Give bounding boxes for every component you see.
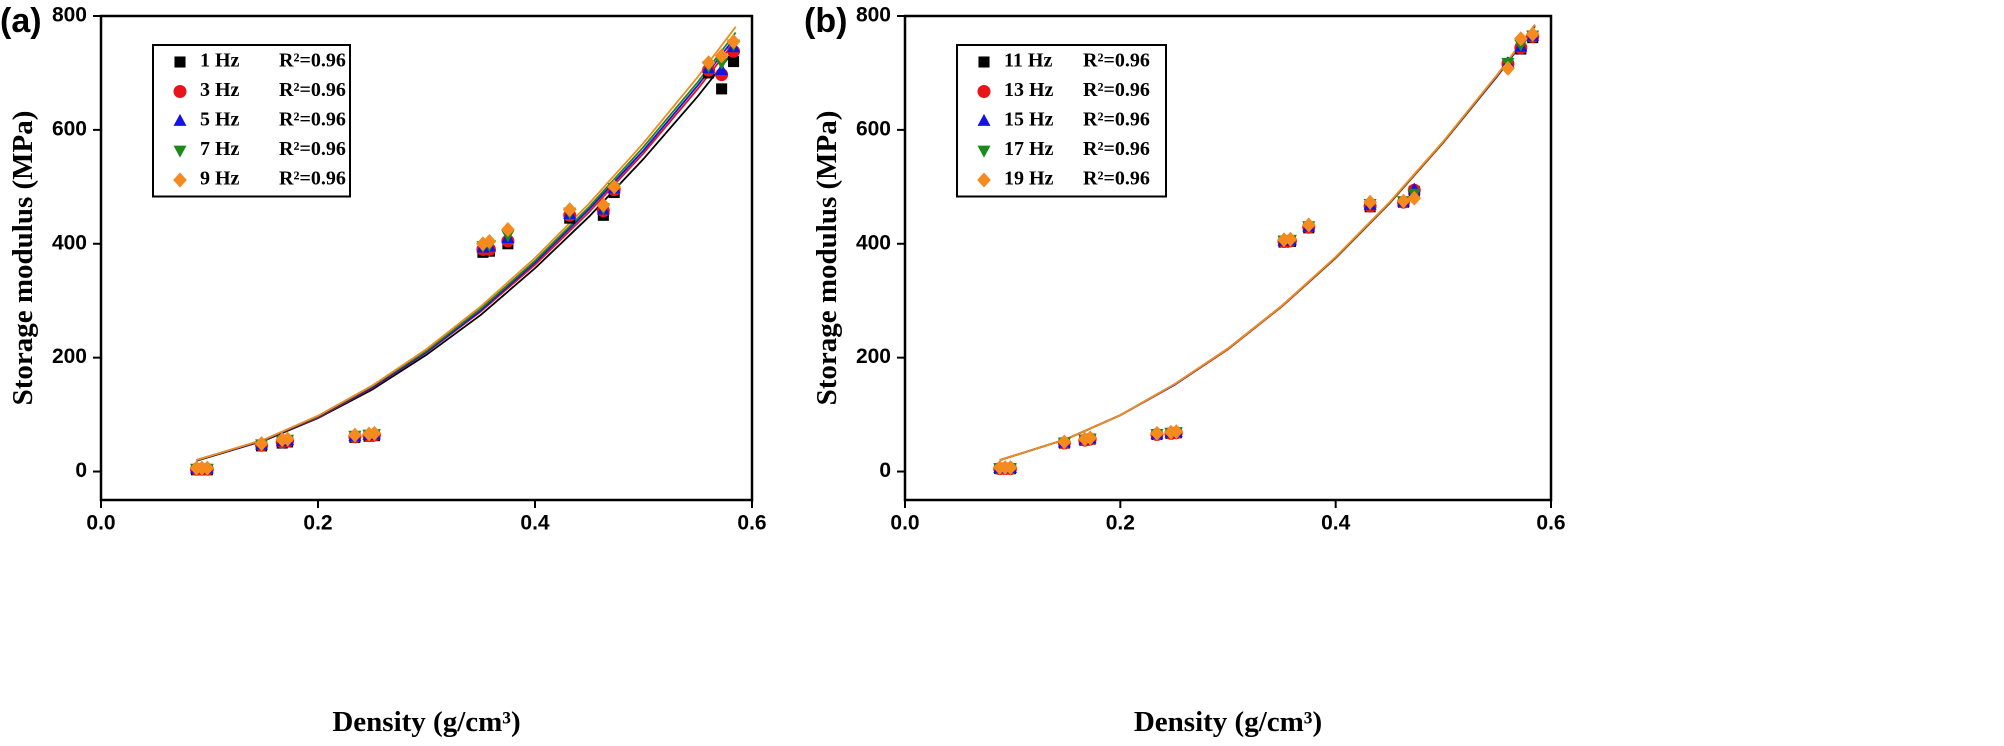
x-tick-label: 0.0 xyxy=(86,512,115,535)
legend-marker xyxy=(977,85,991,98)
x-tick-label: 0.4 xyxy=(520,512,550,535)
marker xyxy=(562,202,577,218)
legend-box xyxy=(956,44,1167,198)
marker xyxy=(254,436,269,452)
y-axis-title: Storage modulus (MPa) xyxy=(7,111,39,406)
marker xyxy=(1083,430,1098,446)
y-tick-label: 200 xyxy=(856,345,891,368)
x-axis-title: Density (g/cm³) xyxy=(1134,706,1322,738)
legend-box xyxy=(152,44,351,198)
marker xyxy=(1150,425,1164,441)
legend-label: 7 Hz xyxy=(200,138,240,160)
marker xyxy=(348,427,362,443)
panel-label: (a) xyxy=(0,2,42,40)
y-tick-label: 400 xyxy=(52,231,87,254)
legend-fit-label: R²=0.96 xyxy=(279,79,346,101)
x-tick-label: 0.6 xyxy=(737,512,766,535)
legend-label: 5 Hz xyxy=(200,109,240,131)
y-tick-label: 0 xyxy=(879,459,891,482)
marker xyxy=(1301,217,1316,233)
marker xyxy=(1525,26,1540,42)
legend-marker xyxy=(978,56,990,68)
plot-frame xyxy=(99,14,754,502)
y-tick-label: 600 xyxy=(52,117,87,140)
x-tick-label: 0.2 xyxy=(1106,512,1135,535)
legend-label: 19 Hz xyxy=(1004,168,1054,190)
marker xyxy=(715,57,729,70)
marker xyxy=(501,222,515,238)
marker xyxy=(714,48,729,64)
marker xyxy=(200,460,215,476)
fit-line xyxy=(196,26,737,462)
marker xyxy=(1407,190,1422,206)
marker xyxy=(482,234,497,249)
y-tick-label: 800 xyxy=(856,4,891,27)
y-tick-label: 600 xyxy=(856,117,891,140)
marker xyxy=(280,431,295,447)
legend-fit-label: R²=0.96 xyxy=(1083,109,1150,131)
y-tick-label: 400 xyxy=(856,231,891,254)
y-tick-label: 800 xyxy=(52,4,87,27)
x-tick-label: 0.6 xyxy=(1536,512,1565,535)
x-axis-title: Density (g/cm³) xyxy=(332,706,520,738)
marker xyxy=(1283,231,1298,247)
x-tick-label: 0.4 xyxy=(1321,512,1351,535)
y-tick-label: 0 xyxy=(75,459,87,482)
legend-fit-label: R²=0.96 xyxy=(1083,79,1150,101)
plot-frame xyxy=(903,14,1553,502)
marker xyxy=(726,34,741,50)
x-tick-label: 0.0 xyxy=(890,512,919,535)
marker xyxy=(1396,193,1411,209)
marker xyxy=(367,425,382,441)
legend-marker xyxy=(977,172,991,188)
x-tick-label: 0.2 xyxy=(303,512,332,535)
marker xyxy=(1003,460,1018,476)
marker xyxy=(1514,31,1528,47)
y-axis-title: Storage modulus (MPa) xyxy=(811,111,843,406)
y-tick-label: 200 xyxy=(52,345,87,368)
legend-fit-label: R²=0.96 xyxy=(279,168,346,190)
legend-label: 3 Hz xyxy=(200,79,240,101)
marker xyxy=(1363,194,1377,210)
legend-marker xyxy=(173,145,187,158)
marker xyxy=(1501,60,1515,76)
legend-marker xyxy=(173,85,187,98)
legend-fit-label: R²=0.96 xyxy=(279,109,346,131)
legend-marker xyxy=(173,172,187,188)
legend-fit-label: R²=0.96 xyxy=(1083,50,1150,72)
legend-label: 11 Hz xyxy=(1004,50,1052,72)
panel-label: (b) xyxy=(804,2,847,40)
legend-fit-label: R²=0.96 xyxy=(1083,138,1150,160)
marker xyxy=(596,197,611,213)
marker xyxy=(1169,424,1184,440)
legend-label: 9 Hz xyxy=(200,168,240,190)
legend-label: 13 Hz xyxy=(1004,79,1054,101)
legend-marker xyxy=(977,113,991,126)
marker xyxy=(701,55,716,71)
fit-line xyxy=(999,24,1536,461)
marker xyxy=(716,83,728,95)
marker xyxy=(728,56,740,68)
legend-label: 15 Hz xyxy=(1004,109,1054,131)
legend-marker xyxy=(977,145,991,158)
legend-fit-label: R²=0.96 xyxy=(1083,168,1150,190)
legend-marker xyxy=(174,56,186,68)
legend-marker xyxy=(173,113,187,126)
legend-fit-label: R²=0.96 xyxy=(279,138,346,160)
marker xyxy=(1057,434,1072,450)
marker xyxy=(607,179,622,195)
legend-fit-label: R²=0.96 xyxy=(279,50,346,72)
legend-label: 1 Hz xyxy=(200,50,240,72)
legend-label: 17 Hz xyxy=(1004,138,1054,160)
